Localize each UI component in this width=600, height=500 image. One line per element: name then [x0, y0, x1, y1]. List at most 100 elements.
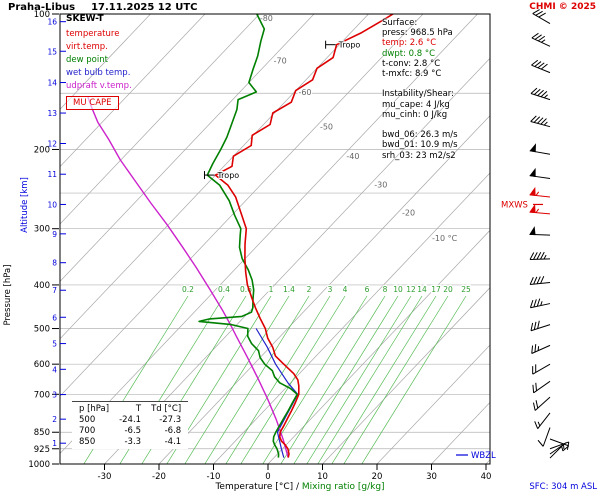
- mxws-marker: MXWS: [501, 200, 543, 210]
- table-row: 700 -6.5 -6.8: [74, 426, 186, 437]
- svg-text:0.4: 0.4: [218, 285, 230, 294]
- info-line: bwd_01: 10.9 m/s: [382, 140, 458, 151]
- svg-text:-30: -30: [374, 180, 387, 189]
- legend-item: udpraft v.temp.: [66, 81, 132, 91]
- svg-text:200: 200: [34, 145, 50, 155]
- info-line: Instability/Shear:: [382, 89, 455, 100]
- svg-text:6: 6: [52, 313, 57, 322]
- svg-text:Tropo: Tropo: [216, 171, 239, 180]
- wind-barbs: [529, 9, 570, 459]
- svg-text:40: 40: [481, 472, 492, 482]
- svg-text:400: 400: [34, 281, 50, 291]
- temperature-axis: -30 -20 -10 0 10 20 30 40: [98, 464, 492, 482]
- svg-text:10: 10: [317, 472, 328, 482]
- svg-text:4: 4: [343, 285, 348, 294]
- table-cell: 700: [79, 426, 96, 436]
- sounding-datetime: 17.11.2025 12 UTC: [91, 2, 198, 13]
- info-line: dwpt: 0.8 °C: [382, 48, 436, 59]
- svg-text:Tropo: Tropo: [338, 41, 361, 50]
- table-cell: 850: [79, 437, 96, 447]
- svg-text:Pressure [hPa]: Pressure [hPa]: [3, 265, 13, 326]
- svg-text:12: 12: [406, 285, 416, 294]
- svg-text:925: 925: [34, 445, 50, 455]
- svg-text:300: 300: [34, 225, 50, 235]
- wind-barb: [530, 320, 551, 332]
- wind-barb: [534, 412, 551, 429]
- curve-temperature: [214, 14, 394, 458]
- svg-text:MXWS: MXWS: [501, 200, 528, 210]
- wind-barb: [529, 298, 551, 309]
- legend-item: wet bulb temp.: [66, 68, 131, 78]
- table-cell: 500: [79, 415, 96, 425]
- wind-barb: [532, 380, 551, 394]
- wind-barb: [532, 9, 551, 24]
- svg-text:-70: -70: [274, 57, 287, 66]
- svg-text:30: 30: [426, 472, 437, 482]
- wind-barb: [529, 186, 551, 198]
- svg-text:500: 500: [34, 325, 50, 335]
- svg-text:10: 10: [47, 200, 57, 209]
- svg-text:9: 9: [52, 230, 57, 239]
- curve-updraft_virt_temp: [87, 96, 289, 458]
- legend-item: dew point: [66, 55, 108, 65]
- svg-text:20: 20: [372, 472, 383, 482]
- svg-text:5: 5: [52, 340, 57, 349]
- mixing-ratio-lines: 0.2 0.4 0.6 1 1.4 2 3 4 6 8 10 12 14 17 20 25: [83, 284, 472, 464]
- table-header-cell: Td [°C]: [151, 404, 182, 414]
- legend-item: temperature: [66, 29, 120, 39]
- svg-text:2: 2: [52, 415, 57, 424]
- svg-text:13: 13: [47, 109, 57, 118]
- svg-text:10: 10: [393, 285, 403, 294]
- legend-item: virt.temp.: [66, 42, 108, 52]
- info-line: temp: 2.6 °C: [382, 38, 437, 49]
- table-cell: -6.5: [124, 426, 142, 436]
- info-line: t-conv: 2.8 °C: [382, 58, 441, 69]
- svg-text:15: 15: [47, 47, 57, 56]
- svg-text:-80: -80: [260, 14, 273, 23]
- axis-titles: Pressure [hPa] Altitude [km] Temperature […: [3, 177, 385, 492]
- info-line: srh_03: 23 m2/s2: [382, 150, 456, 161]
- svg-text:1000: 1000: [28, 460, 50, 470]
- table-header-cell: T: [135, 404, 142, 414]
- svg-text:1: 1: [52, 439, 57, 448]
- info-line: bwd_06: 26.3 m/s: [382, 130, 458, 141]
- wind-barb: [530, 87, 551, 101]
- svg-text:14: 14: [417, 285, 427, 294]
- table-cell: -4.1: [164, 437, 182, 447]
- svg-text:-10: -10: [207, 472, 221, 482]
- svg-text:700: 700: [34, 390, 50, 400]
- wind-barb: [529, 167, 551, 179]
- info-line: press: 968.5 hPa: [382, 28, 453, 39]
- isotherm-lines: [60, 14, 490, 464]
- svg-text:-10 °C: -10 °C: [432, 234, 458, 243]
- svg-text:8: 8: [52, 259, 57, 268]
- table-row: 850 -3.3 -4.1: [74, 437, 186, 448]
- svg-text:Temperature [°C] / Mixing rati: Temperature [°C] / Mixing ratio [g/kg]: [214, 482, 384, 492]
- mu-cape-box: MU CAPE: [66, 96, 119, 110]
- svg-text:16: 16: [47, 18, 57, 27]
- svg-text:-40: -40: [346, 152, 359, 161]
- wind-barb: [549, 443, 565, 459]
- wind-barb: [529, 204, 551, 215]
- svg-text:20: 20: [443, 285, 453, 294]
- copyright-label: CHMI © 2025: [529, 2, 596, 12]
- svg-text:11: 11: [47, 170, 57, 179]
- svg-text:0.6: 0.6: [240, 285, 252, 294]
- wind-barb: [531, 344, 551, 354]
- svg-text:-20: -20: [152, 472, 166, 482]
- sfc-elevation-label: SFC: 304 m ASL: [529, 482, 597, 492]
- svg-text:1: 1: [269, 285, 274, 294]
- svg-text:-50: -50: [320, 123, 333, 132]
- title-bar: Praha-Libus 17.11.2025 12 UTC: [8, 2, 197, 13]
- table-row: 500 -24.1 -27.3: [74, 415, 186, 426]
- svg-text:8: 8: [383, 285, 388, 294]
- wind-barb: [532, 363, 551, 375]
- svg-text:100: 100: [34, 10, 50, 20]
- info-line: t-mxfc: 8.9 °C: [382, 69, 442, 80]
- levels-table: p [hPa] T Td [°C] 500 -24.1 -27.3 700 -6.5 -6.8 8…: [72, 401, 189, 449]
- legend-title: SKEW-T: [66, 14, 104, 24]
- isotherm-labels: -80 -70 -60 -50 -40 -30 -20 -10 °C: [259, 13, 459, 245]
- tropopause-markers: Tropo Tropo: [203, 40, 361, 181]
